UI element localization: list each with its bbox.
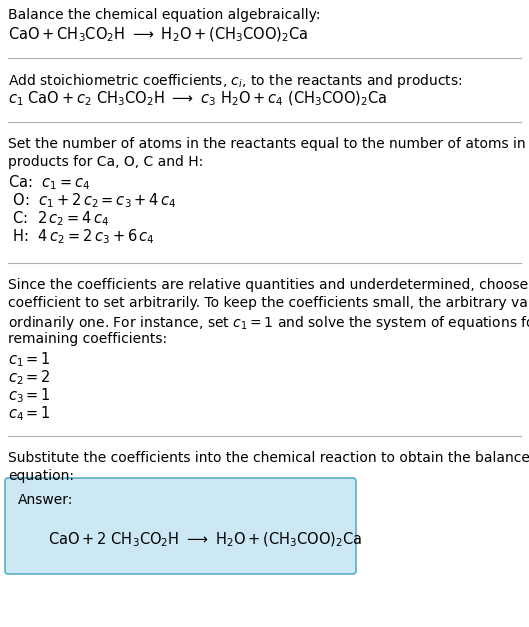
Text: ordinarily one. For instance, set $c_1 = 1$ and solve the system of equations fo: ordinarily one. For instance, set $c_1 =… — [8, 314, 529, 332]
Text: $c_1 = 1$: $c_1 = 1$ — [8, 350, 51, 369]
Text: remaining coefficients:: remaining coefficients: — [8, 332, 167, 346]
Text: $c_4 = 1$: $c_4 = 1$ — [8, 404, 51, 423]
Text: H:  $4\,c_2 = 2\,c_3 + 6\,c_4$: H: $4\,c_2 = 2\,c_3 + 6\,c_4$ — [8, 227, 155, 246]
Text: Substitute the coefficients into the chemical reaction to obtain the balanced: Substitute the coefficients into the che… — [8, 451, 529, 465]
Text: $\mathrm{CaO + 2\ CH_3CO_2H \ \longrightarrow \ H_2O + (CH_3COO)_2Ca}$: $\mathrm{CaO + 2\ CH_3CO_2H \ \longright… — [48, 531, 362, 549]
Text: Add stoichiometric coefficients, $c_i$, to the reactants and products:: Add stoichiometric coefficients, $c_i$, … — [8, 72, 463, 90]
Text: $c_1\ \mathrm{CaO} + c_2\ \mathrm{CH_3CO_2H} \ \longrightarrow \ c_3\ \mathrm{H_: $c_1\ \mathrm{CaO} + c_2\ \mathrm{CH_3CO… — [8, 90, 388, 108]
Text: equation:: equation: — [8, 469, 74, 483]
Text: products for Ca, O, C and H:: products for Ca, O, C and H: — [8, 155, 203, 169]
Text: coefficient to set arbitrarily. To keep the coefficients small, the arbitrary va: coefficient to set arbitrarily. To keep … — [8, 296, 529, 310]
Text: Set the number of atoms in the reactants equal to the number of atoms in the: Set the number of atoms in the reactants… — [8, 137, 529, 151]
Text: $c_3 = 1$: $c_3 = 1$ — [8, 386, 51, 404]
FancyBboxPatch shape — [5, 478, 356, 574]
Text: Answer:: Answer: — [18, 493, 74, 507]
Text: C:  $2\,c_2 = 4\,c_4$: C: $2\,c_2 = 4\,c_4$ — [8, 209, 110, 228]
Text: Since the coefficients are relative quantities and underdetermined, choose a: Since the coefficients are relative quan… — [8, 278, 529, 292]
Text: Ca:  $c_1 = c_4$: Ca: $c_1 = c_4$ — [8, 173, 90, 192]
Text: $\mathrm{CaO + CH_3CO_2H \ \longrightarrow \ H_2O + (CH_3COO)_2Ca}$: $\mathrm{CaO + CH_3CO_2H \ \longrightarr… — [8, 26, 308, 45]
Text: O:  $c_1 + 2\,c_2 = c_3 + 4\,c_4$: O: $c_1 + 2\,c_2 = c_3 + 4\,c_4$ — [8, 191, 177, 209]
Text: Balance the chemical equation algebraically:: Balance the chemical equation algebraica… — [8, 8, 321, 22]
Text: $c_2 = 2$: $c_2 = 2$ — [8, 368, 51, 387]
